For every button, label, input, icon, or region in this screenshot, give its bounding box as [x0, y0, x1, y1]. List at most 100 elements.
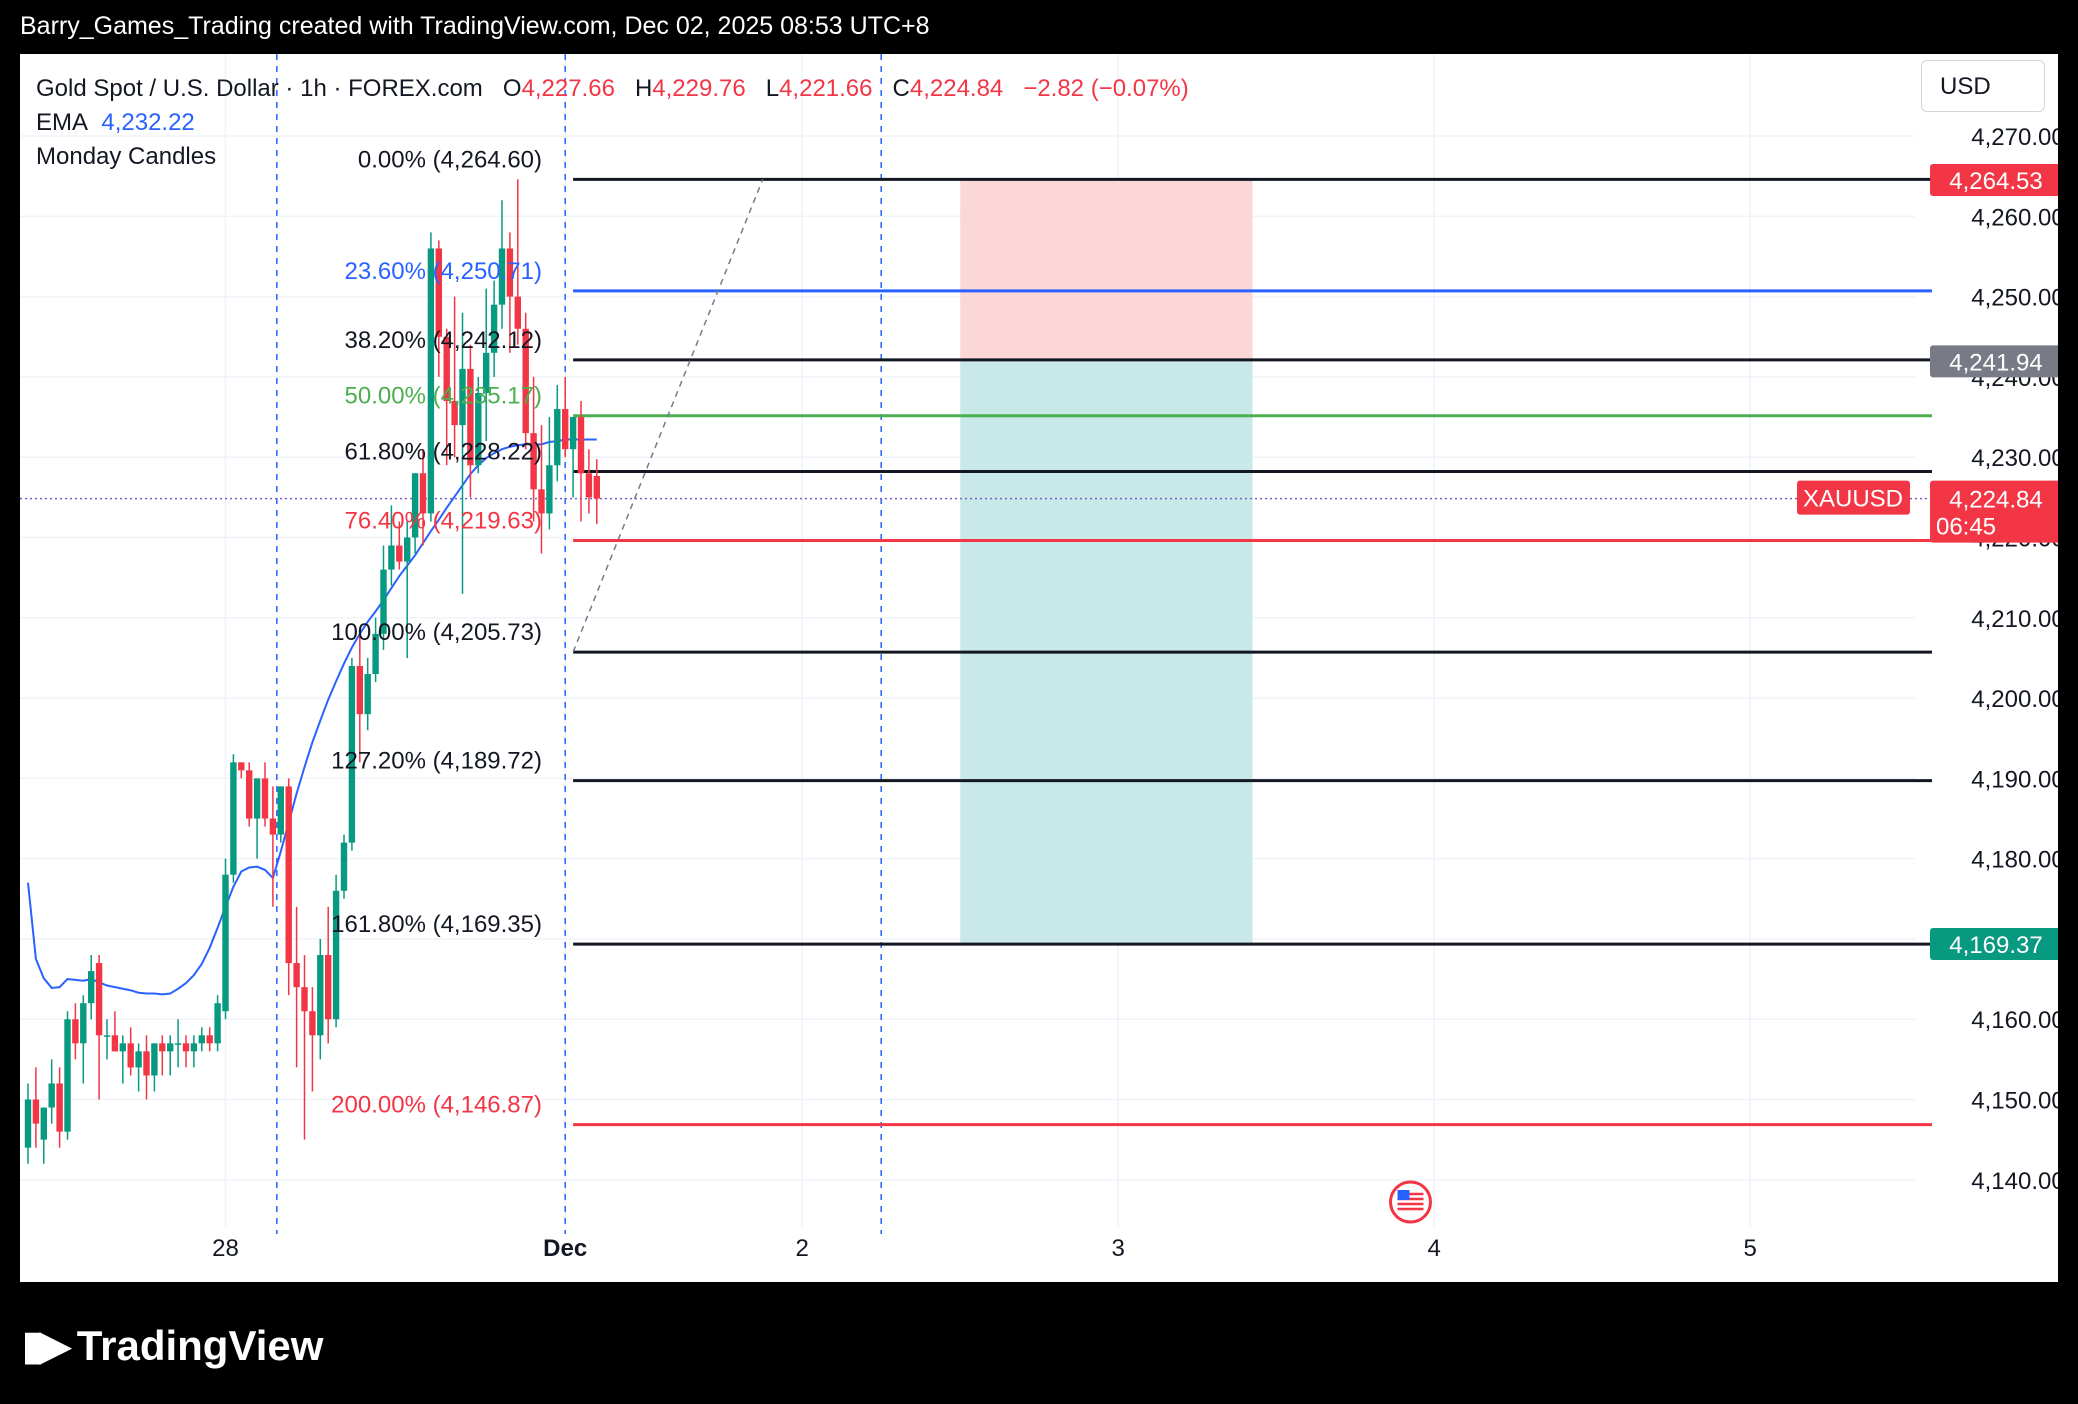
candle-body[interactable]	[24, 1099, 32, 1148]
candle-body[interactable]	[419, 473, 427, 514]
candle-body[interactable]	[95, 963, 103, 1036]
candle-body[interactable]	[396, 545, 403, 562]
y-axis-tick-label: 4,260.00	[1971, 204, 2058, 231]
candle-body[interactable]	[467, 368, 474, 466]
candle-body[interactable]	[48, 1083, 55, 1108]
candle-body[interactable]	[372, 633, 379, 674]
legend-ema-row[interactable]: EMA 4,232.22	[36, 106, 1189, 140]
legend-low-value: 4,221.66	[779, 75, 873, 102]
candle-body[interactable]	[159, 1043, 166, 1052]
candle-body[interactable]	[238, 762, 245, 771]
candle-body[interactable]	[253, 778, 261, 819]
candle-body[interactable]	[214, 1003, 221, 1044]
candle-body[interactable]	[167, 1043, 174, 1052]
candle-body[interactable]	[411, 473, 419, 538]
candle-body[interactable]	[135, 1051, 142, 1068]
y-axis-tick-label: 4,230.00	[1971, 445, 2058, 472]
candle-body[interactable]	[577, 417, 585, 474]
price-axis-label-text: 4,169.37	[1949, 932, 2042, 959]
us-flag-icon[interactable]	[1389, 1180, 1432, 1224]
candle-body[interactable]	[111, 1035, 119, 1052]
candle-body[interactable]	[404, 537, 411, 562]
candle-body[interactable]	[32, 1099, 40, 1124]
price-axis-label	[1930, 928, 2058, 961]
legend-open-value: 4,227.66	[521, 75, 615, 102]
candle-body[interactable]	[348, 665, 356, 843]
candle-body[interactable]	[506, 248, 514, 297]
candle-body[interactable]	[261, 778, 269, 819]
candle-body[interactable]	[325, 955, 332, 1020]
candle-body[interactable]	[206, 1035, 213, 1044]
candle-body[interactable]	[593, 476, 600, 499]
candle-body[interactable]	[490, 304, 498, 353]
candle-body[interactable]	[388, 545, 395, 570]
candle-body[interactable]	[222, 874, 229, 1012]
candle-body[interactable]	[309, 1011, 316, 1036]
fib-level-label: 76.40% (4,219.63)	[345, 507, 542, 534]
chart-frame[interactable]: 0.00% (4,264.60) 23.60% (4,250.71) 38.20% …	[20, 54, 2058, 1282]
ema-line[interactable]	[27, 438, 597, 996]
candle-body[interactable]	[269, 818, 277, 835]
candle-body[interactable]	[301, 987, 308, 1012]
legend-low-label: L	[765, 75, 780, 102]
candle-body[interactable]	[64, 1019, 71, 1132]
candle-body[interactable]	[554, 409, 561, 466]
candle-body[interactable]	[277, 786, 284, 835]
symbol-tag	[1797, 480, 1910, 515]
candle-body[interactable]	[451, 401, 458, 426]
candle-body[interactable]	[380, 569, 387, 634]
candle-body[interactable]	[356, 665, 363, 715]
candle-body[interactable]	[340, 842, 348, 891]
candle-body[interactable]	[530, 433, 537, 490]
fib-level-label: 23.60% (4,250.71)	[345, 258, 542, 285]
candle-body[interactable]	[514, 296, 521, 329]
x-axis-tick-label: 4	[1428, 1235, 1441, 1262]
candle-body[interactable]	[475, 392, 482, 466]
stop-loss-zone[interactable]	[960, 179, 1253, 362]
candle-body[interactable]	[364, 674, 371, 715]
candle-body[interactable]	[72, 1019, 79, 1044]
legend-indicator-row[interactable]: Monday Candles	[36, 140, 1189, 174]
candle-body[interactable]	[538, 489, 545, 514]
candle-body[interactable]	[459, 368, 466, 426]
currency-button[interactable]: USD	[1921, 60, 2045, 112]
candle-body[interactable]	[119, 1043, 126, 1052]
candle-body[interactable]	[498, 248, 506, 305]
x-axis-tick-label: 5	[1744, 1235, 1757, 1262]
candle-body[interactable]	[443, 336, 450, 402]
candle-body[interactable]	[546, 465, 553, 514]
candle-body[interactable]	[230, 762, 237, 875]
fib-level-label: 61.80% (4,228.22)	[345, 439, 542, 466]
candle-body[interactable]	[285, 786, 292, 964]
legend-open-label: O	[502, 75, 522, 102]
y-axis-tick-label: 4,160.00	[1971, 1007, 2058, 1034]
y-axis-tick-label: 4,180.00	[1971, 847, 2058, 874]
candle-body[interactable]	[143, 1051, 150, 1076]
candle-body[interactable]	[293, 963, 300, 988]
candle-body[interactable]	[103, 1035, 111, 1037]
candle-body[interactable]	[182, 1043, 190, 1052]
candle-body[interactable]	[435, 248, 442, 337]
candle-body[interactable]	[317, 955, 324, 1036]
price-axis-label	[1930, 163, 2058, 196]
candle-body[interactable]	[80, 1003, 87, 1044]
candle-body[interactable]	[569, 417, 577, 450]
candle-body[interactable]	[585, 473, 593, 498]
candle-body[interactable]	[56, 1083, 63, 1132]
candle-body[interactable]	[332, 890, 340, 1020]
candle-body[interactable]	[40, 1107, 47, 1140]
candle-body[interactable]	[427, 248, 435, 514]
candle-body[interactable]	[190, 1043, 198, 1052]
candle-body[interactable]	[562, 409, 569, 450]
candle-body[interactable]	[198, 1035, 205, 1044]
candle-body[interactable]	[246, 770, 253, 819]
legend-symbol[interactable]: Gold Spot / U.S. Dollar · 1h · FOREX.com	[36, 75, 483, 102]
candle-body[interactable]	[483, 352, 490, 393]
candle-body[interactable]	[88, 971, 95, 1004]
tradingview-logo: ▮▶ TradingView	[22, 1322, 323, 1370]
price-chart[interactable]: 0.00% (4,264.60) 23.60% (4,250.71) 38.20% …	[20, 54, 2058, 1282]
candle-body[interactable]	[174, 1043, 182, 1045]
candle-body[interactable]	[151, 1043, 158, 1076]
candle-body[interactable]	[127, 1043, 134, 1068]
candle-body[interactable]	[522, 328, 529, 434]
